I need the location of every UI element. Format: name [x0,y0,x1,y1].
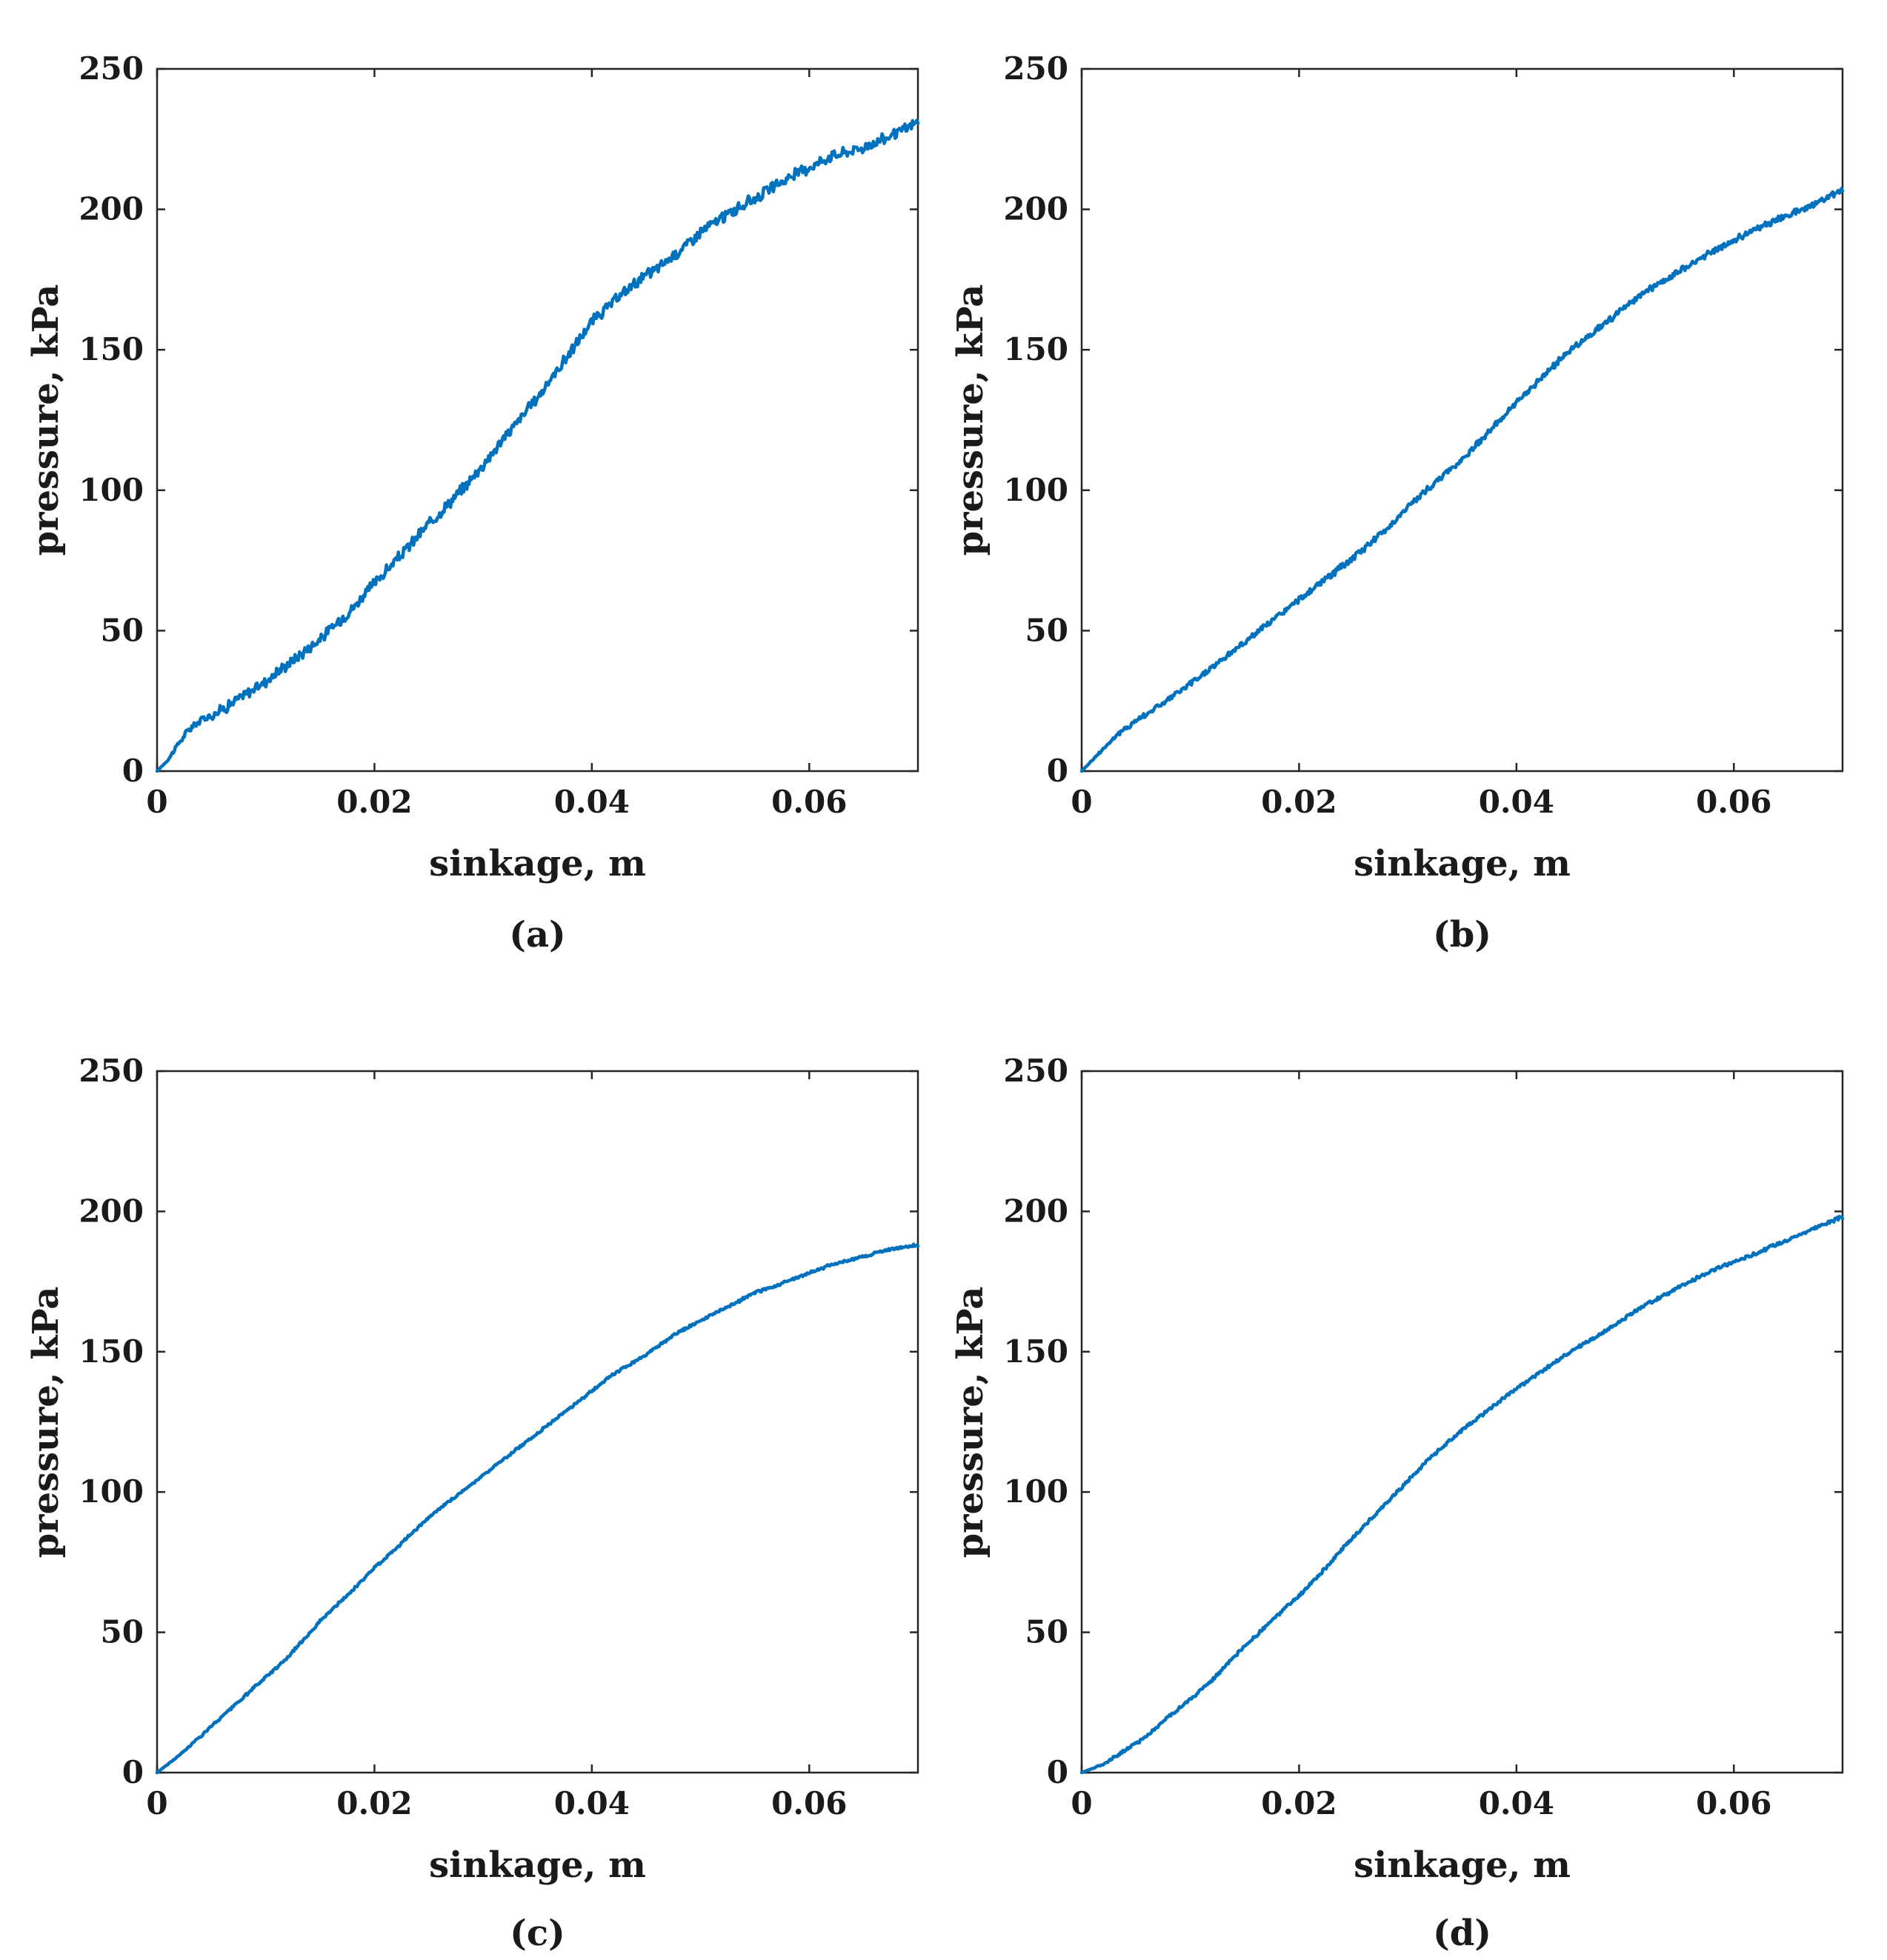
y-tick-label: 250 [79,1053,144,1089]
y-tick-label: 250 [1003,50,1068,87]
series-line-pressure [155,1242,920,1775]
y-tick-label: 50 [1025,1614,1068,1650]
x-tick-label: 0 [1071,1785,1092,1821]
y-tick-label: 250 [79,50,144,87]
x-tick-label: 0.02 [336,1785,412,1821]
y-tick-label: 200 [79,191,144,227]
series-line-pressure [1079,1215,1845,1775]
x-tick-label: 0.06 [771,1785,847,1821]
x-tick-label: 0.02 [336,784,412,820]
y-tick-label: 150 [79,331,144,367]
y-tick-label: 0 [1047,1754,1068,1790]
chart-panel-a: 0 0.02 0.04 0.06 0 50 100 150 200 250 sinkage, m pr… [25,50,920,956]
y-tick-label: 150 [1003,331,1068,367]
y-tick-label: 200 [1003,1193,1068,1229]
plot-frame [156,1070,919,1774]
x-tick-label: 0.04 [554,784,630,820]
y-tick-label: 100 [79,472,144,508]
x-tick-label: 0.04 [554,1785,630,1821]
x-axis-label: sinkage, m [429,843,646,884]
x-tick-label: 0 [146,1785,167,1821]
y-tick-label: 200 [1003,191,1068,227]
panel-label: (a) [509,914,566,956]
panel-label: (d) [1433,1913,1491,1954]
x-tick-label: 0.06 [1696,784,1771,820]
x-tick-label: 0.02 [1261,784,1337,820]
plot-frame [1080,67,1844,773]
x-axis-label: sinkage, m [1354,1844,1571,1886]
y-tick-label: 150 [1003,1333,1068,1370]
chart-panel-d: 0 0.02 0.04 0.06 0 50 100 150 200 250 sinkage, m pr… [950,1053,1845,1954]
x-tick-label: 0 [1071,784,1092,820]
plot-frame [1080,1070,1844,1774]
y-tick-label: 0 [122,753,144,789]
x-tick-label: 0 [146,784,167,820]
x-tick-label: 0.04 [1479,784,1554,820]
y-axis-label: pressure, kPa [25,284,67,556]
y-axis-label: pressure, kPa [950,1287,991,1559]
y-tick-label: 250 [1003,1053,1068,1089]
y-tick-label: 100 [1003,472,1068,508]
y-tick-label: 150 [79,1333,144,1370]
y-tick-label: 50 [101,1614,144,1650]
y-tick-label: 50 [101,612,144,648]
x-tick-label: 0.06 [771,784,847,820]
y-axis-label: pressure, kPa [25,1287,67,1559]
y-tick-label: 0 [1047,753,1068,789]
panel-label: (c) [510,1913,565,1954]
x-tick-label: 0.02 [1261,1785,1337,1821]
panel-label: (b) [1433,914,1491,956]
y-tick-label: 0 [122,1754,144,1790]
chart-panel-b: 0 0.02 0.04 0.06 0 50 100 150 200 250 sinkage, m pr… [950,50,1845,956]
x-axis-label: sinkage, m [1354,843,1571,884]
chart-panel-c: 0 0.02 0.04 0.06 0 50 100 150 200 250 sinkage, m pr… [25,1053,920,1954]
x-tick-label: 0.04 [1479,1785,1554,1821]
y-axis-label: pressure, kPa [950,284,991,556]
y-tick-label: 200 [79,1193,144,1229]
x-tick-label: 0.06 [1696,1785,1771,1821]
series-line-pressure [1079,187,1845,773]
y-tick-label: 100 [1003,1473,1068,1510]
plot-frame [156,67,919,773]
series-line-pressure [155,119,920,773]
x-axis-label: sinkage, m [429,1844,646,1886]
y-tick-label: 100 [79,1473,144,1510]
y-tick-label: 50 [1025,612,1068,648]
